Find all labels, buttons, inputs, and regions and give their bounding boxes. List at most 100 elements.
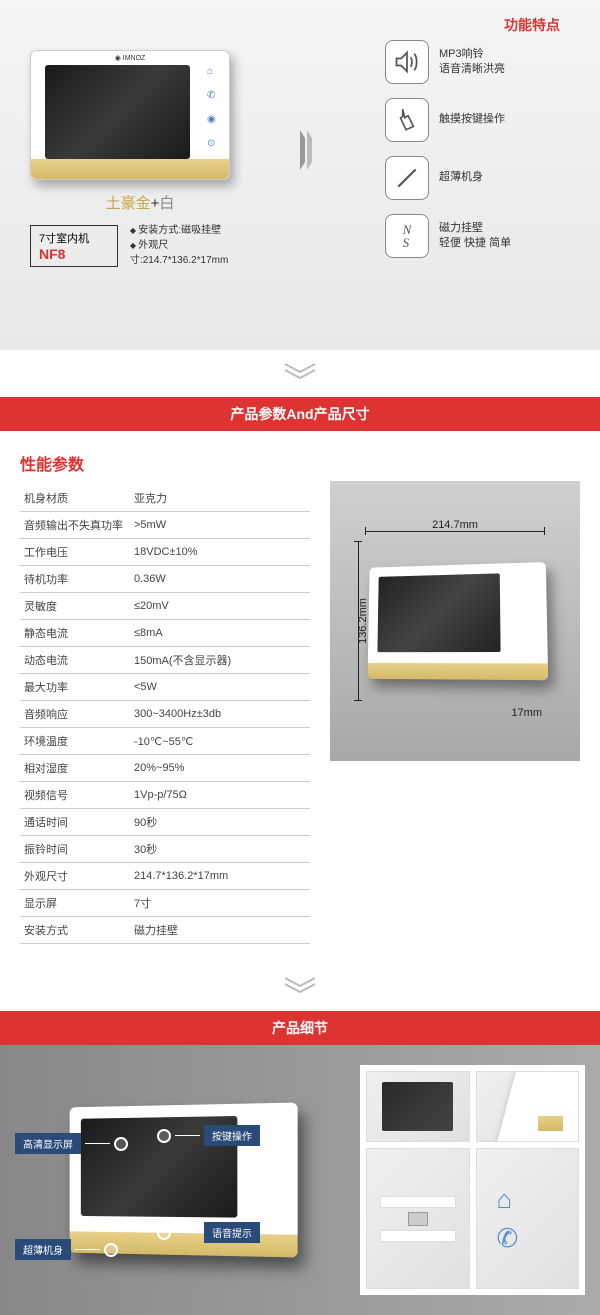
thumb-side <box>476 1071 580 1142</box>
phone-icon: ✆ <box>497 1223 519 1254</box>
phone-icon: ✆ <box>207 90 219 102</box>
spec-key: 相对湿度 <box>20 755 130 782</box>
color-gold-text: 土豪金 <box>106 195 151 212</box>
spec-row: 通话时间90秒 <box>20 809 310 836</box>
feature-4-text: 磁力挂壁 轻便 快捷 简单 <box>439 221 511 252</box>
spec-key: 工作电压 <box>20 539 130 566</box>
spec-key: 待机功率 <box>20 566 130 593</box>
spec-key: 外观尺寸 <box>20 863 130 890</box>
spec-key: 显示屏 <box>20 890 130 917</box>
home-icon: ⌂ <box>497 1184 513 1215</box>
spec-row: 振铃时间30秒 <box>20 836 310 863</box>
feature-3: 超薄机身 <box>385 156 585 200</box>
spec-value: 300~3400Hz±3db <box>130 701 310 728</box>
color-white-text: 白 <box>159 195 174 212</box>
spec-key: 最大功率 <box>20 674 130 701</box>
magnet-icon: N S <box>385 214 429 258</box>
spec-value: -10℃~55℃ <box>130 728 310 755</box>
spec-value: ≤20mV <box>130 593 310 620</box>
spec-value: 20%~95% <box>130 755 310 782</box>
spec-value: 18VDC±10% <box>130 539 310 566</box>
spec-key: 安装方式 <box>20 917 130 944</box>
callout-buttons: 按键操作 <box>157 1125 260 1146</box>
spec-value: 30秒 <box>130 836 310 863</box>
spec-row: 工作电压18VDC±10% <box>20 539 310 566</box>
divider-arrow-icon <box>0 362 600 385</box>
device-mockup: ◉ IMNOZ ⌂ ✆ ◉ ⊙ ⊕ <box>30 50 230 180</box>
dim-height-label: 136.2mm <box>357 598 369 644</box>
divider-arrow-icon <box>0 976 600 999</box>
brand-label: ◉ IMNOZ <box>115 54 146 62</box>
spec-value: 磁力挂壁 <box>130 917 310 944</box>
feature-2: 触摸按键操作 <box>385 98 585 142</box>
dim-depth-label: 17mm <box>511 707 542 719</box>
details-section: 高清显示屏 超薄机身 按键操作 语音提示 ⌂ ✆ <box>0 1045 600 1315</box>
spec-value: 7寸 <box>130 890 310 917</box>
detail-thumbnails: ⌂ ✆ <box>360 1065 585 1295</box>
spec-row: 最大功率<5W <box>20 674 310 701</box>
spec-key: 灵敏度 <box>20 593 130 620</box>
spec-row: 外观尺寸214.7*136.2*17mm <box>20 863 310 890</box>
spec-key: 音频输出不失真功率 <box>20 512 130 539</box>
spec-row: 环境温度-10℃~55℃ <box>20 728 310 755</box>
features-heading: 功能特点 <box>504 15 560 35</box>
product-image-block: ◉ IMNOZ ⌂ ✆ ◉ ⊙ ⊕ 土豪金+白 7寸室内机 NF8 安装方式:磁… <box>30 50 250 268</box>
spec-row: 音频输出不失真功率>5mW <box>20 512 310 539</box>
specs-section: 性能参数 机身材质亚克力音频输出不失真功率>5mW工作电压18VDC±10%待机… <box>0 431 600 964</box>
slim-icon <box>385 156 429 200</box>
feature-3-text: 超薄机身 <box>439 170 483 185</box>
spec-key: 静态电流 <box>20 620 130 647</box>
spec-key: 视频信号 <box>20 782 130 809</box>
detail-hero: 高清显示屏 超薄机身 按键操作 语音提示 <box>15 1065 345 1295</box>
spec-key: 音频响应 <box>20 701 130 728</box>
spec-value: 90秒 <box>130 809 310 836</box>
spec-row: 显示屏7寸 <box>20 890 310 917</box>
spec-row: 音频响应300~3400Hz±3db <box>20 701 310 728</box>
spec-line-1: 安装方式:磁吸挂壁 <box>130 223 250 238</box>
spec-key: 通话时间 <box>20 809 130 836</box>
hero-section: 功能特点 ◉ IMNOZ ⌂ ✆ ◉ ⊙ ⊕ 土豪金+白 7寸室内机 NF8 安… <box>0 0 600 350</box>
gold-accent-bar <box>31 159 229 179</box>
spec-value: >5mW <box>130 512 310 539</box>
features-list: MP3响铃 语音清晰洪亮 触摸按键操作 超薄机身 N S 磁力挂壁 轻便 快捷 … <box>385 40 585 272</box>
dim-width-label: 214.7mm <box>432 519 478 531</box>
spec-row: 灵敏度≤20mV <box>20 593 310 620</box>
feature-2-text: 触摸按键操作 <box>439 112 505 127</box>
spec-value: 214.7*136.2*17mm <box>130 863 310 890</box>
key-icon: ⊙ <box>207 138 219 150</box>
callout-voice: 语音提示 <box>157 1222 260 1243</box>
model-prefix: 7寸室内机 <box>39 233 89 245</box>
feature-4: N S 磁力挂壁 轻便 快捷 简单 <box>385 214 585 258</box>
speaker-icon <box>385 40 429 84</box>
spec-value: <5W <box>130 674 310 701</box>
thumb-back <box>366 1148 470 1289</box>
spec-row: 静态电流≤8mA <box>20 620 310 647</box>
feature-1: MP3响铃 语音清晰洪亮 <box>385 40 585 84</box>
arrow-separator-icon <box>300 130 312 170</box>
section-banner-specs: 产品参数And产品尺寸 <box>0 397 600 431</box>
spec-line-2: 外观尺寸:214.7*136.2*17mm <box>130 238 250 268</box>
feature-1-text: MP3响铃 语音清晰洪亮 <box>439 47 505 78</box>
section-banner-details: 产品细节 <box>0 1011 600 1045</box>
spec-row: 相对湿度20%~95% <box>20 755 310 782</box>
home-icon: ⌂ <box>207 66 219 78</box>
spec-row: 动态电流150mA(不含显示器) <box>20 647 310 674</box>
dimension-diagram: 214.7mm 136.2mm 17mm <box>330 481 580 761</box>
dim-line-width <box>365 531 545 532</box>
spec-key: 机身材质 <box>20 485 130 512</box>
spec-table-body: 机身材质亚克力音频输出不失真功率>5mW工作电压18VDC±10%待机功率0.3… <box>20 485 310 944</box>
model-row: 7寸室内机 NF8 安装方式:磁吸挂壁 外观尺寸:214.7*136.2*17m… <box>30 223 250 268</box>
thumb-screen <box>366 1071 470 1142</box>
device-screen <box>45 65 190 159</box>
spec-table: 性能参数 机身材质亚克力音频输出不失真功率>5mW工作电压18VDC±10%待机… <box>20 451 310 944</box>
spec-value: 亚克力 <box>130 485 310 512</box>
color-label: 土豪金+白 <box>30 192 250 213</box>
spec-key: 振铃时间 <box>20 836 130 863</box>
spec-row: 机身材质亚克力 <box>20 485 310 512</box>
spec-row: 待机功率0.36W <box>20 566 310 593</box>
spec-row: 视频信号1Vp-p/75Ω <box>20 782 310 809</box>
spec-value: 0.36W <box>130 566 310 593</box>
eye-icon: ◉ <box>207 114 219 126</box>
model-code: NF8 <box>39 246 65 262</box>
device-side-icons: ⌂ ✆ ◉ ⊙ ⊕ <box>207 66 219 174</box>
